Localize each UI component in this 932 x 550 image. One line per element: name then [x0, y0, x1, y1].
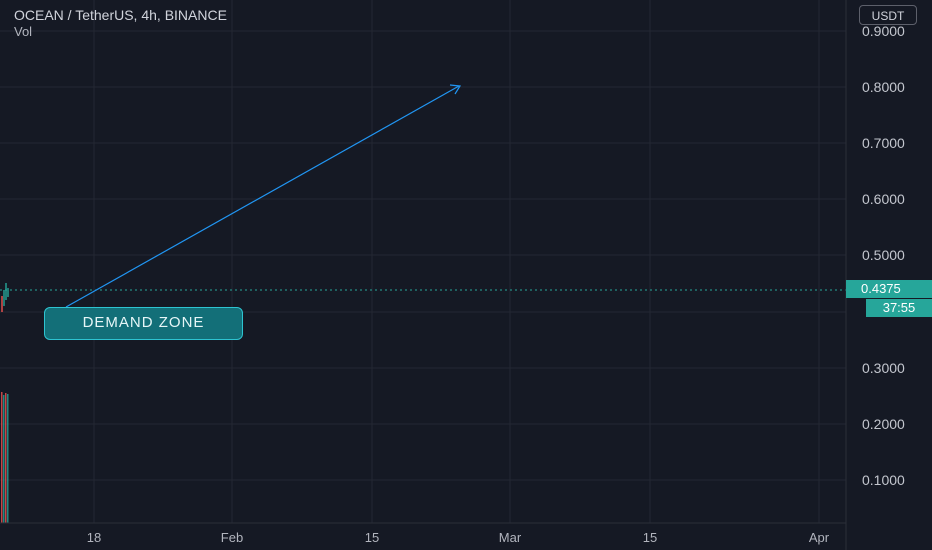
time-axis[interactable]: 18 Feb 15 Mar 15 Apr — [87, 530, 830, 545]
volume-bar — [1, 392, 3, 523]
price-tick-label: 0.8000 — [862, 79, 905, 95]
price-tick-label: 0.3000 — [862, 360, 905, 376]
grid-lines — [0, 0, 846, 523]
price-candles — [1, 283, 9, 523]
time-tick-label: Mar — [499, 530, 522, 545]
time-tick-label: 18 — [87, 530, 101, 545]
time-tick-label: Feb — [221, 530, 243, 545]
price-tick-label: 0.1000 — [862, 472, 905, 488]
currency-unit-button[interactable]: USDT — [859, 5, 917, 25]
volume-indicator-label[interactable]: Vol — [14, 24, 33, 39]
price-tick-label: 0.2000 — [862, 416, 905, 432]
chart-legend: OCEAN / TetherUS, 4h, BINANCE Vol — [14, 6, 227, 40]
time-tick-label: Apr — [809, 530, 830, 545]
volume-bar — [5, 393, 7, 523]
price-tick-label: 0.6000 — [862, 191, 905, 207]
volume-bar — [7, 394, 9, 523]
bar-countdown-tag: 37:55 — [866, 299, 932, 317]
current-price-tag: 0.4375 — [846, 280, 932, 298]
symbol-title[interactable]: OCEAN / TetherUS, 4h, BINANCE — [14, 7, 227, 23]
volume-bar — [3, 395, 5, 523]
price-axis[interactable]: 0.9000 0.8000 0.7000 0.6000 0.5000 0.3000 0.20… — [862, 23, 905, 488]
price-tick-label: 0.5000 — [862, 247, 905, 263]
time-tick-label: 15 — [365, 530, 379, 545]
demand-zone-label[interactable]: DEMAND ZONE — [44, 307, 243, 340]
price-tick-label: 0.7000 — [862, 135, 905, 151]
price-tick-label: 0.9000 — [862, 23, 905, 39]
target-arrow[interactable] — [65, 84, 462, 308]
current-price-value: 0.4375 — [861, 281, 901, 296]
time-tick-label: 15 — [643, 530, 657, 545]
